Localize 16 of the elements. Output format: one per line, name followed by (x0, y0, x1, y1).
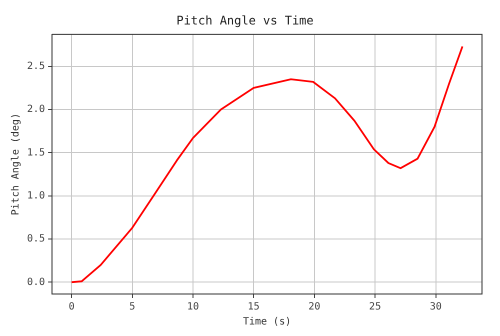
y-tick-label: 2.0 (27, 104, 46, 116)
y-tick-label: 1.0 (27, 190, 46, 202)
y-tick-label: 0.0 (27, 276, 46, 288)
y-tick-label: 0.5 (27, 234, 46, 245)
x-tick-label: 25 (369, 302, 382, 313)
y-tick-label: 1.5 (27, 147, 46, 158)
y-axis-title: Pitch Angle (deg) (10, 113, 22, 216)
y-tick-label: 2.5 (27, 60, 46, 72)
x-axis-title: Time (s) (242, 316, 292, 328)
x-tick-label: 10 (186, 302, 200, 313)
x-tick-label: 15 (248, 302, 260, 313)
x-tick-label: 0 (68, 302, 75, 313)
x-tick-label: 30 (430, 302, 442, 313)
chart-title: Pitch Angle vs Time (176, 13, 314, 28)
x-tick-label: 20 (308, 302, 320, 313)
x-tick-label: 5 (129, 302, 136, 313)
